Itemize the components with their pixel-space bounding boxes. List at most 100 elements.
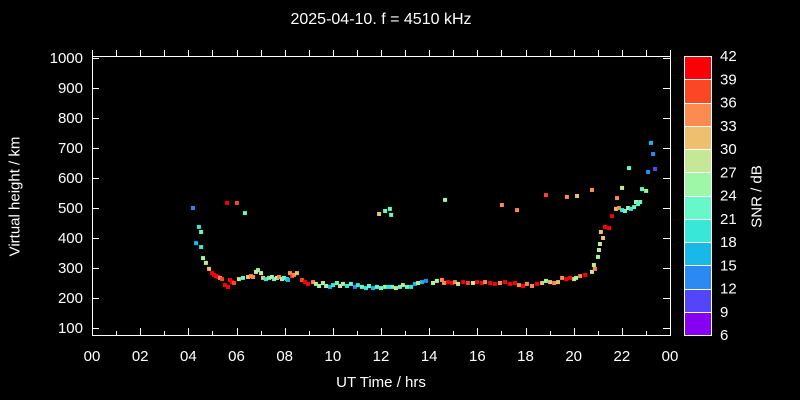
echo-point <box>259 271 264 276</box>
x-tick-label: 12 <box>373 348 390 365</box>
echo-point <box>286 278 291 282</box>
echo-point <box>530 284 535 288</box>
colorbar-border <box>684 56 712 336</box>
echo-point <box>300 278 305 282</box>
colorbar-segment <box>684 218 711 243</box>
echo-point <box>255 268 260 273</box>
colorbar-tick-label: 18 <box>720 234 737 251</box>
echo-point <box>209 271 214 276</box>
echo-point <box>389 212 394 217</box>
echo-point <box>615 196 620 201</box>
echo-point <box>442 281 447 285</box>
colorbar-segment <box>684 195 711 220</box>
echo-point <box>598 230 603 234</box>
x-tick-label: 14 <box>421 348 438 365</box>
echo-point <box>267 275 272 280</box>
echo-point <box>483 280 488 285</box>
echo-point <box>201 256 206 261</box>
x-axis-label: UT Time / hrs <box>336 374 426 391</box>
echo-point <box>638 200 643 204</box>
echo-point <box>263 277 268 282</box>
echo-point <box>592 266 597 271</box>
colorbar-tick-label: 15 <box>720 257 737 274</box>
echo-point <box>595 254 600 259</box>
echo-point <box>242 211 247 216</box>
echo-point <box>320 281 325 285</box>
echo-point <box>215 275 220 279</box>
colorbar-tick-label: 24 <box>720 188 737 205</box>
echo-point <box>644 188 649 193</box>
data-points <box>190 140 658 291</box>
echo-point <box>366 284 371 288</box>
echo-point <box>251 275 256 279</box>
echo-point <box>601 236 606 240</box>
y-tick-label: 100 <box>58 320 83 337</box>
echo-point <box>465 281 470 285</box>
echo-point <box>620 185 625 190</box>
echo-point <box>390 284 395 289</box>
echo-point <box>272 277 277 282</box>
echo-point <box>190 206 195 210</box>
echo-point <box>194 241 199 246</box>
echo-point <box>452 280 457 285</box>
colorbar-tick-label: 39 <box>720 71 737 88</box>
echo-point <box>602 224 607 229</box>
echo-point <box>499 203 504 207</box>
echo-point <box>607 226 612 231</box>
echo-point <box>281 275 286 280</box>
echo-point <box>591 263 596 267</box>
echo-point <box>371 286 376 291</box>
echo-point <box>470 281 475 285</box>
echo-point <box>338 284 343 288</box>
colorbar-tick-label: 9 <box>720 304 728 321</box>
x-tick-label: 04 <box>180 348 197 365</box>
echo-point <box>521 284 526 288</box>
echo-point <box>400 283 405 288</box>
echo-point <box>227 278 232 282</box>
echo-point <box>640 187 645 192</box>
echo-point <box>419 280 424 285</box>
y-tick-label: 700 <box>58 140 83 157</box>
colorbar-tick-label: 33 <box>720 118 737 135</box>
echo-point <box>232 281 237 285</box>
echo-point <box>260 275 265 280</box>
echo-point <box>488 281 493 285</box>
y-tick-label: 200 <box>58 290 83 307</box>
echo-point <box>503 280 508 285</box>
echo-point <box>274 275 279 280</box>
x-tick-label: 18 <box>517 348 534 365</box>
echo-point <box>248 274 253 279</box>
echo-point <box>199 245 204 249</box>
echo-point <box>628 206 633 211</box>
colorbar-segment <box>684 311 711 336</box>
echo-point <box>548 280 553 285</box>
echo-point <box>540 281 545 285</box>
echo-point <box>424 278 429 283</box>
echo-point <box>311 280 316 285</box>
echo-point <box>609 214 614 219</box>
echo-point <box>383 209 388 213</box>
echo-point <box>614 206 619 211</box>
colorbar-segment <box>684 79 711 104</box>
echo-point <box>589 188 594 192</box>
y-tick-label: 600 <box>58 170 83 187</box>
echo-point <box>479 281 484 285</box>
echo-point <box>196 224 201 229</box>
echo-point <box>443 197 448 202</box>
echo-point <box>236 277 241 282</box>
echo-point <box>516 283 521 288</box>
echo-point <box>313 281 318 286</box>
echo-point <box>648 140 653 145</box>
y-tick-label: 1000 <box>50 50 83 67</box>
echo-point <box>294 271 299 276</box>
echo-point <box>345 284 350 288</box>
colorbar-segment <box>684 265 711 290</box>
echo-point <box>303 280 308 285</box>
colorbar-segment <box>684 56 711 80</box>
echo-point <box>524 281 529 286</box>
echo-point <box>352 284 357 289</box>
echo-point <box>439 278 444 282</box>
colorbar-tick-label: 21 <box>720 211 737 228</box>
echo-point <box>445 280 450 285</box>
x-tick-label: 08 <box>276 348 293 365</box>
